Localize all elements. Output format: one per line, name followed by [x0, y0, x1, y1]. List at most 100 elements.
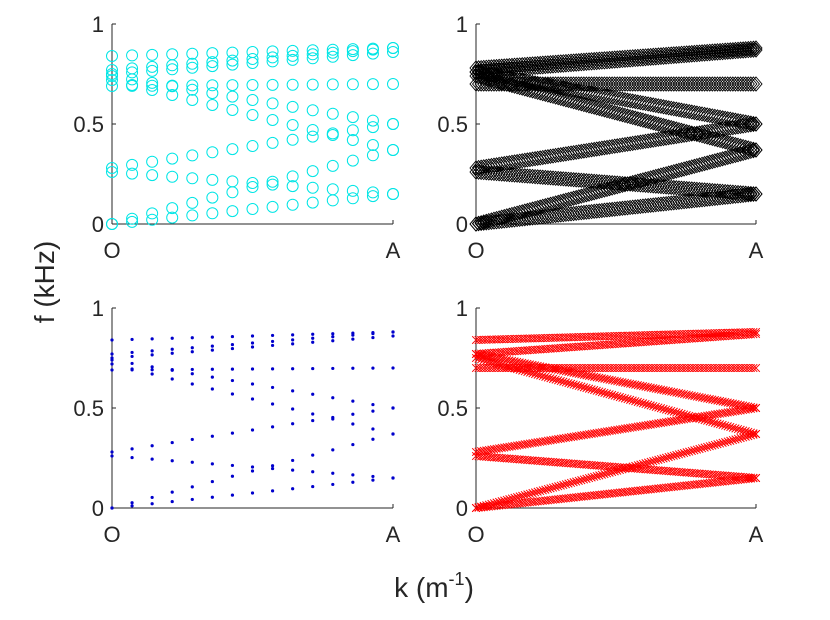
data-point — [471, 215, 486, 232]
data-point — [656, 166, 671, 183]
data-point — [226, 104, 239, 116]
data-point — [582, 142, 596, 158]
data-point — [126, 66, 139, 79]
data-point — [718, 42, 732, 58]
data-point — [587, 99, 601, 115]
data-point — [497, 58, 511, 74]
data-point — [110, 368, 114, 372]
data-point — [713, 396, 722, 405]
data-point — [607, 426, 617, 435]
x-tick-label: A — [749, 238, 764, 263]
data-point — [587, 473, 596, 482]
data-point — [495, 209, 509, 225]
data-point — [713, 42, 727, 59]
data-point — [513, 57, 527, 73]
data-point — [482, 446, 491, 455]
data-point — [605, 89, 619, 105]
data-point — [502, 495, 511, 505]
data-point — [564, 145, 578, 161]
data-point — [710, 45, 725, 61]
data-point — [733, 400, 743, 409]
data-point — [556, 376, 565, 386]
data-point — [646, 457, 655, 466]
data-point — [579, 370, 589, 379]
data-point — [326, 183, 339, 196]
data-point — [736, 138, 750, 155]
data-point — [641, 399, 650, 409]
data-point — [579, 204, 594, 220]
data-point — [605, 426, 614, 436]
data-point — [631, 397, 640, 406]
data-point — [685, 159, 699, 175]
data-point — [585, 185, 599, 202]
data-point — [746, 428, 756, 437]
data-point — [602, 201, 617, 218]
data-point — [731, 424, 740, 433]
data-point — [644, 47, 658, 64]
data-point — [662, 130, 676, 146]
data-point — [710, 152, 725, 168]
data-point — [746, 402, 756, 412]
data-point — [597, 388, 607, 397]
data-point — [664, 46, 678, 62]
data-point — [366, 139, 379, 151]
data-point — [554, 54, 568, 70]
data-point — [587, 203, 601, 220]
data-point — [146, 60, 159, 73]
data-point — [546, 54, 560, 71]
data-point — [628, 110, 642, 126]
data-point — [500, 208, 514, 224]
data-point — [391, 366, 395, 370]
data-point — [306, 52, 319, 65]
data-point — [613, 377, 622, 386]
data-point — [651, 98, 665, 114]
data-point — [130, 501, 134, 505]
data-point — [551, 435, 560, 444]
data-point — [695, 192, 709, 208]
data-point — [682, 390, 691, 399]
data-point — [551, 365, 560, 374]
data-point — [106, 218, 118, 230]
data-point — [595, 428, 604, 437]
data-point — [270, 385, 275, 390]
data-point — [615, 107, 630, 123]
data-point — [286, 100, 299, 113]
y-tick-label: 0 — [456, 496, 468, 521]
data-point — [628, 396, 637, 405]
data-point — [667, 46, 681, 62]
data-point — [561, 81, 576, 97]
data-point — [664, 48, 678, 65]
data-point — [569, 368, 578, 377]
data-point — [579, 430, 589, 440]
data-point — [677, 123, 691, 139]
data-point — [672, 408, 681, 417]
data-point — [597, 428, 607, 437]
data-point — [672, 101, 686, 118]
data-point — [703, 45, 717, 62]
data-point — [713, 45, 727, 61]
data-point — [646, 47, 660, 64]
data-point — [541, 485, 550, 494]
data-point — [531, 75, 545, 92]
data-point — [554, 482, 563, 491]
data-point — [476, 447, 486, 456]
data-point — [667, 417, 676, 426]
data-point — [543, 78, 558, 94]
data-point — [270, 425, 275, 429]
data-point — [210, 375, 214, 379]
data-point — [615, 91, 630, 107]
data-point — [538, 371, 547, 381]
data-point — [291, 468, 295, 472]
data-point — [726, 112, 740, 128]
data-point — [680, 103, 694, 119]
data-point — [186, 209, 199, 222]
data-point — [331, 335, 335, 339]
data-point — [654, 117, 668, 133]
data-point — [685, 390, 694, 400]
data-point — [679, 389, 689, 399]
data-point — [641, 48, 655, 64]
data-point — [708, 395, 717, 404]
data-point — [226, 46, 239, 59]
data-point — [567, 144, 581, 161]
data-point — [600, 469, 609, 479]
